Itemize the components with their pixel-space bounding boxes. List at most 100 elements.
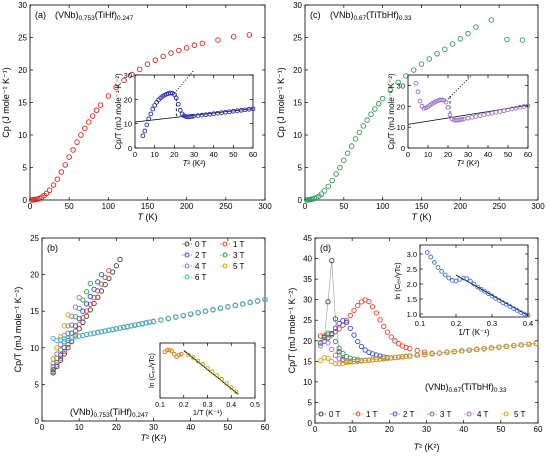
field-data-point [61, 345, 67, 351]
inset-data-point [525, 103, 531, 109]
title-part: (VNb) [55, 10, 79, 20]
field-data-point [65, 323, 71, 329]
title-subscript: 0.247 [132, 412, 149, 419]
field-data-point [80, 308, 86, 314]
title-part: (VNb) [425, 382, 449, 392]
legend-label: 1 T [366, 410, 378, 419]
inset-data-point [475, 284, 480, 290]
field-data-point [407, 353, 413, 359]
field-data-point [358, 343, 365, 350]
inset-data-point [445, 104, 451, 110]
panel-b: 0 10 20 30 40 50 60 0 5 10 15 20 25 (b) (VNb)0.753(TiH… [13, 234, 270, 443]
cp-data-point [160, 53, 166, 60]
field-data-point [481, 345, 487, 352]
field-data-point [436, 350, 443, 356]
y-tick-label: 20 [30, 271, 39, 280]
field-data-point [87, 280, 93, 287]
field-data-point [158, 317, 164, 323]
field-data-point [366, 298, 372, 305]
field-data-point [50, 367, 56, 373]
cp-data-point [58, 169, 65, 175]
field-data-point [343, 359, 350, 366]
inset-x-label: 1/T (K⁻¹) [193, 408, 223, 417]
field-data-point [57, 334, 64, 340]
field-data-point [329, 257, 335, 264]
inset-data-point [468, 278, 473, 284]
x-tick-label: 50 [504, 150, 512, 159]
y-tick-label: 0 [401, 144, 405, 153]
field-data-point [135, 321, 142, 328]
field-data-point [57, 342, 64, 348]
field-data-point [369, 357, 376, 363]
inset-data-point [443, 99, 449, 105]
inset-data-point [504, 302, 509, 307]
inset-data-point [171, 92, 177, 97]
inset-data-point [525, 312, 531, 318]
y-tick-label: 30 [397, 81, 405, 90]
inset-background [160, 343, 255, 398]
y-tick-label: 25 [303, 316, 312, 325]
field-data-point [343, 319, 350, 325]
inset-data-point [496, 298, 502, 303]
field-data-point [332, 338, 339, 345]
title-subscript: 0.67 [449, 387, 462, 394]
field-data-point [117, 325, 123, 331]
x-axis-label-unit: (K) [143, 212, 158, 222]
field-data-point [50, 364, 56, 370]
field-data-point [91, 300, 97, 307]
legend-marker [184, 274, 190, 280]
inset-data-point [459, 117, 465, 122]
x-axis-label: T (K) [412, 212, 432, 222]
x-tick-label: 0 [28, 202, 33, 211]
field-data-point [332, 360, 339, 367]
x-tick-label: 60 [534, 425, 543, 434]
cp-data-point [426, 56, 433, 62]
cp-data-point [176, 47, 182, 54]
field-data-point [147, 319, 153, 325]
field-data-point [336, 345, 342, 352]
field-data-point [173, 314, 179, 320]
inset-y-label: ln (Cₑₛ/γTc) [149, 353, 156, 388]
inset-data-point [428, 254, 434, 260]
x-tick-label: 30 [190, 150, 198, 159]
field-data-point [80, 332, 86, 339]
field-data-point [113, 326, 119, 332]
x-tick-label: 0 [406, 150, 410, 159]
y-tick-label: 5 [35, 380, 40, 389]
field-data-point [150, 318, 157, 325]
field-data-point [69, 334, 75, 341]
field-data-point [91, 294, 97, 301]
legend-label: 0 T [329, 410, 341, 419]
y-axis-label: Cp/T (mJ mole⁻¹ K⁻²) [287, 288, 297, 374]
field-data-point [384, 355, 391, 361]
title-subscript: 0.753 [94, 412, 111, 419]
y-tick-label: 10 [30, 344, 39, 353]
cp-data-point [183, 45, 190, 51]
x-tick-label: 200 [454, 202, 468, 211]
inset-data-point [214, 373, 220, 378]
y-tick-label: 25 [293, 34, 302, 43]
field-data-point [518, 342, 524, 348]
field-data-point [474, 346, 480, 352]
inset-data-point [447, 112, 453, 117]
inset-data-point [233, 389, 239, 395]
x-tick-label: 0 [303, 202, 308, 211]
field-data-point [392, 354, 398, 361]
cp-data-point [105, 93, 112, 99]
inset-data-point [507, 304, 513, 309]
cp-data-point [168, 50, 174, 56]
field-data-point [102, 274, 108, 281]
x-tick-label: 10 [424, 150, 432, 159]
cp-data-point [379, 95, 386, 102]
cp-data-point [97, 102, 104, 108]
cp-data-point [93, 107, 100, 114]
x-axis-label-unit: ² (K²) [146, 433, 167, 443]
cp-data-point [442, 46, 448, 52]
cp-data-point [333, 171, 339, 177]
inset-data-point [421, 106, 427, 111]
field-data-point [54, 345, 60, 351]
field-data-point [61, 336, 67, 342]
inset-data-point [514, 308, 520, 313]
